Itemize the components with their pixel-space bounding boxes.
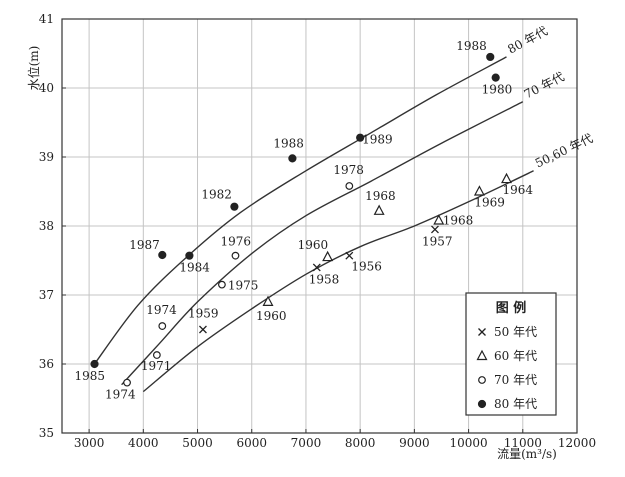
point-year-label: 1982: [201, 188, 232, 202]
filled-circle-marker: [356, 133, 365, 142]
y-tick-label: 36: [39, 357, 54, 371]
x-tick-label: 11000: [504, 436, 542, 450]
point-year-label: 1974: [105, 388, 136, 402]
x-axis-title: 流量(m³/s): [497, 447, 557, 461]
filled-circle-marker: [90, 359, 99, 369]
triangle-marker: [501, 172, 513, 184]
y-tick-label: 35: [39, 426, 54, 440]
point-year-label: 1960: [298, 238, 329, 252]
filled-circle-marker: [158, 250, 167, 260]
series-x: 1959 1958 1956 1957: [188, 225, 453, 334]
x-marker-stroke: [431, 225, 439, 234]
open-circle-marker: [345, 182, 354, 190]
open-circle-marker: [158, 322, 167, 330]
y-tick-label: 38: [39, 219, 54, 233]
x-marker: [478, 328, 486, 336]
point-year-label: 1976: [220, 235, 251, 249]
x-tick-label: 3000: [74, 436, 105, 450]
point-year-label: 1968: [443, 213, 474, 227]
point-year-label: 1988: [456, 39, 487, 53]
filled-circle-marker: [477, 399, 487, 409]
axes: 3000 4000 5000 6000 7000 8000 9000 10000 11000 12…: [26, 12, 596, 461]
y-tick-label: 39: [39, 150, 54, 164]
point-year-label: 1984: [179, 261, 210, 275]
open-circle-marker: [152, 351, 161, 359]
open-circle-marker: [231, 251, 240, 260]
point-year-label: 1975: [228, 279, 259, 293]
fitted-curve: [142, 170, 534, 393]
data-points: 1959195819561957196019601968196819691964…: [75, 39, 534, 402]
point-year-label: 1957: [422, 234, 453, 248]
point-year-label: 1985: [75, 369, 106, 383]
point-year-label: 1988: [273, 136, 304, 150]
legend-entry-label: 60 年代: [494, 349, 537, 363]
triangle-marker: [476, 349, 488, 361]
point-year-label: 1959: [188, 307, 219, 321]
point-year-label: 1968: [365, 189, 396, 203]
filled-circle-marker: [185, 251, 194, 260]
legend: 图 例 50 年代 60 年代 70 年代 80 年代: [465, 292, 557, 416]
open-circle-marker: [218, 280, 226, 289]
triangle-marker: [262, 295, 274, 306]
point-year-label: 1958: [309, 272, 340, 286]
fitted-curve: [93, 56, 507, 365]
point-year-label: 1989: [362, 133, 393, 147]
legend-entry-label: 80 年代: [494, 397, 537, 411]
point-year-label: 1960: [256, 309, 287, 323]
legend-title: 图 例: [496, 300, 527, 316]
legend-entry-label: 70 年代: [494, 373, 537, 387]
x-tick-label: 9000: [399, 436, 430, 450]
x-marker-stroke: [198, 325, 207, 334]
x-marker: [312, 263, 321, 272]
open-circle-marker: [478, 376, 486, 384]
point-year-label: 1980: [482, 83, 513, 97]
triangle-marker: [433, 214, 445, 225]
triangle-marker: [373, 204, 385, 215]
triangle-marker: [473, 185, 485, 196]
point-year-label: 1978: [333, 163, 364, 177]
fitted-curve: [121, 101, 524, 386]
point-year-label: 1974: [146, 303, 177, 317]
x-tick-label: 4000: [128, 436, 159, 450]
x-tick-label: 7000: [291, 436, 322, 450]
x-marker-stroke: [345, 251, 354, 260]
series-open-circle: 1974 1971 1974 1975 1976 1978: [105, 163, 364, 402]
x-marker: [198, 325, 207, 334]
filled-circle-marker: [491, 73, 500, 82]
triangle-marker: [322, 250, 334, 262]
x-tick-label: 8000: [345, 436, 376, 450]
open-circle-marker: [123, 378, 131, 387]
filled-circle-marker: [230, 202, 239, 211]
point-year-label: 1969: [474, 196, 505, 210]
series-filled-circle: 1985 1987 1984 1982 1988 1989 1988 1980: [75, 39, 513, 383]
point-year-label: 1956: [351, 260, 382, 274]
x-marker: [431, 225, 439, 234]
filled-circle-marker: [288, 154, 297, 163]
point-year-label: 1964: [503, 183, 534, 197]
x-tick-label: 10000: [449, 436, 487, 450]
legend-entry-label: 50 年代: [494, 325, 537, 339]
x-marker-stroke: [312, 263, 321, 272]
x-tick-label: 5000: [182, 436, 213, 450]
x-tick-label: 12000: [558, 436, 596, 450]
y-axis-title: 水位(m): [26, 46, 41, 91]
x-marker-stroke: [478, 328, 486, 336]
point-year-label: 1971: [141, 359, 172, 373]
point-year-label: 1987: [129, 238, 160, 252]
y-tick-label: 41: [39, 12, 54, 26]
x-tick-label: 6000: [236, 436, 267, 450]
y-tick-label: 37: [39, 288, 54, 302]
y-tick-label: 40: [39, 81, 54, 95]
x-marker: [345, 251, 354, 260]
filled-circle-marker: [486, 52, 495, 62]
